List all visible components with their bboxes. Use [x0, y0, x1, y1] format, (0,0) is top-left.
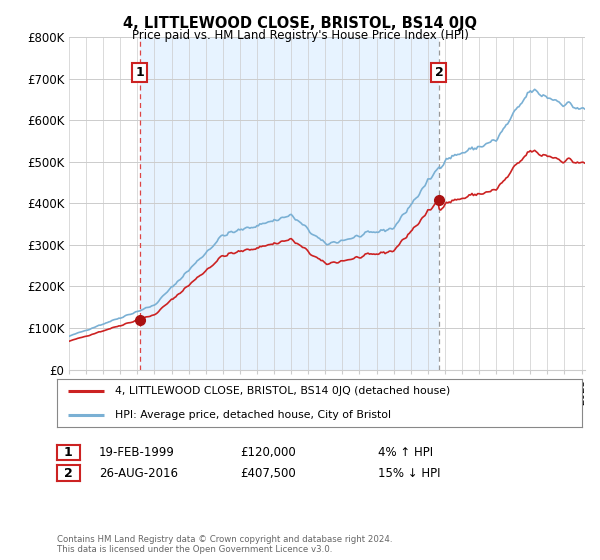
Text: 4% ↑ HPI: 4% ↑ HPI	[378, 446, 433, 459]
Text: 1: 1	[135, 66, 144, 79]
Text: 4, LITTLEWOOD CLOSE, BRISTOL, BS14 0JQ (detached house): 4, LITTLEWOOD CLOSE, BRISTOL, BS14 0JQ (…	[115, 386, 450, 396]
Text: 26-AUG-2016: 26-AUG-2016	[99, 466, 178, 480]
Text: 4, LITTLEWOOD CLOSE, BRISTOL, BS14 0JQ: 4, LITTLEWOOD CLOSE, BRISTOL, BS14 0JQ	[123, 16, 477, 31]
Text: 2: 2	[434, 66, 443, 79]
Text: 15% ↓ HPI: 15% ↓ HPI	[378, 466, 440, 480]
Text: Price paid vs. HM Land Registry's House Price Index (HPI): Price paid vs. HM Land Registry's House …	[131, 29, 469, 42]
Text: £120,000: £120,000	[240, 446, 296, 459]
Bar	[140, 37, 439, 370]
Text: 19-FEB-1999: 19-FEB-1999	[99, 446, 175, 459]
Text: 2: 2	[64, 466, 73, 480]
Text: 1: 1	[64, 446, 73, 459]
Text: HPI: Average price, detached house, City of Bristol: HPI: Average price, detached house, City…	[115, 410, 391, 421]
Text: £407,500: £407,500	[240, 466, 296, 480]
Text: Contains HM Land Registry data © Crown copyright and database right 2024.
This d: Contains HM Land Registry data © Crown c…	[57, 535, 392, 554]
